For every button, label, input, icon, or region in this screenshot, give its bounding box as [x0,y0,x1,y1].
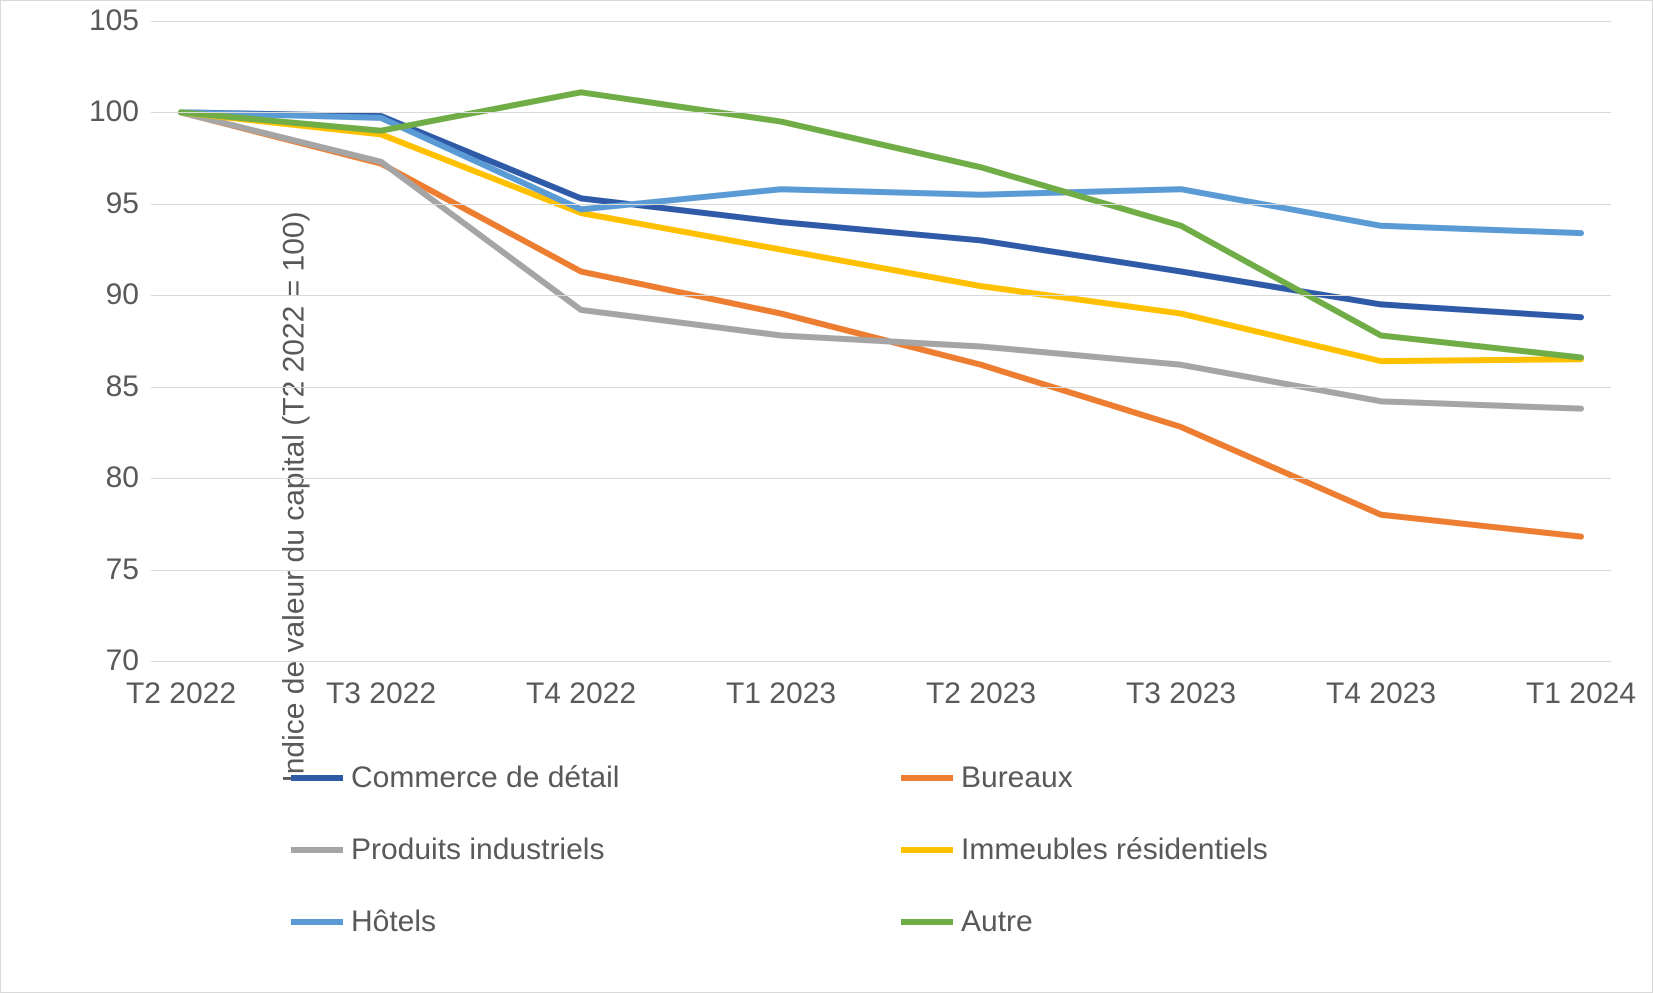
legend-swatch [291,775,343,781]
y-tick-label: 100 [89,95,139,129]
legend-item-industrial: Produits industriels [291,833,881,867]
legend-item-residential: Immeubles résidentiels [901,833,1491,867]
gridline [151,387,1611,388]
gridline [151,295,1611,296]
y-tick-label: 105 [89,4,139,38]
legend-swatch [291,847,343,853]
gridline [151,112,1611,113]
legend-swatch [901,919,953,925]
x-tick-label: T2 2023 [926,677,1036,711]
series-line-residential [181,112,1581,361]
plot-area: 707580859095100105T2 2022T3 2022T4 2022T… [151,21,1611,661]
y-tick-label: 70 [106,644,139,678]
gridline [151,204,1611,205]
gridline [151,661,1611,662]
y-tick-label: 95 [106,187,139,221]
y-tick-label: 75 [106,553,139,587]
gridline [151,21,1611,22]
x-tick-label: T2 2022 [126,677,236,711]
series-line-offices [181,112,1581,536]
legend-swatch [901,775,953,781]
x-tick-label: T4 2022 [526,677,636,711]
legend-label: Hôtels [351,905,436,939]
legend-label: Immeubles résidentiels [961,833,1268,867]
legend-item-retail: Commerce de détail [291,761,881,795]
legend-label: Commerce de détail [351,761,619,795]
legend-label: Autre [961,905,1033,939]
series-line-industrial [181,112,1581,408]
legend-label: Produits industriels [351,833,604,867]
x-tick-label: T3 2023 [1126,677,1236,711]
chart-container: Indice de valeur du capital (T2 2022 = 1… [0,0,1653,993]
y-tick-label: 90 [106,278,139,312]
legend-item-other: Autre [901,905,1491,939]
gridline [151,478,1611,479]
legend-swatch [291,919,343,925]
y-tick-label: 85 [106,370,139,404]
chart-lines [151,21,1611,661]
x-tick-label: T1 2024 [1526,677,1636,711]
legend: Commerce de détail Bureaux Produits indust… [291,761,1491,939]
legend-label: Bureaux [961,761,1073,795]
legend-item-hotels: Hôtels [291,905,881,939]
legend-item-offices: Bureaux [901,761,1491,795]
x-tick-label: T3 2022 [326,677,436,711]
x-tick-label: T4 2023 [1326,677,1436,711]
gridline [151,570,1611,571]
y-tick-label: 80 [106,461,139,495]
x-tick-label: T1 2023 [726,677,836,711]
legend-swatch [901,847,953,853]
